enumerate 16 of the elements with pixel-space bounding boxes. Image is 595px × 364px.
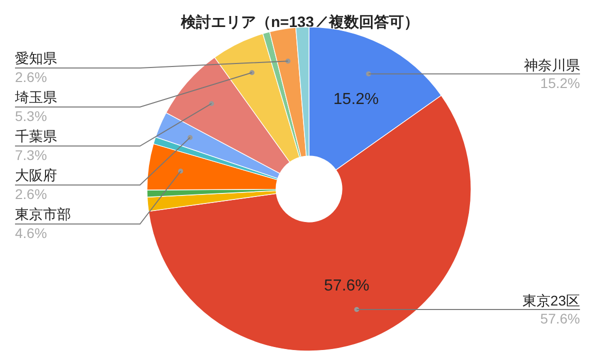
slice-label: 埼玉県 — [14, 89, 57, 105]
slice-label: 愛知県 — [15, 50, 57, 66]
data-label: 5.3% — [15, 108, 47, 124]
data-label: 2.6% — [15, 186, 47, 202]
slice-label: 東京23区 — [522, 292, 580, 308]
data-label: 4.6% — [15, 225, 47, 241]
slice-label: 神奈川県 — [524, 56, 580, 73]
data-label: 2.6% — [15, 69, 47, 85]
slice-label: 千葉県 — [15, 128, 57, 144]
text: 15.2% — [540, 74, 580, 91]
slice-label: 大阪府 — [15, 167, 57, 183]
slice-label: 東京市部 — [15, 206, 71, 222]
text: 57.6% — [540, 310, 580, 326]
data-label: 7.3% — [15, 147, 47, 163]
data-label: 57.6% — [324, 277, 370, 294]
data-label: 15.2% — [333, 90, 379, 108]
